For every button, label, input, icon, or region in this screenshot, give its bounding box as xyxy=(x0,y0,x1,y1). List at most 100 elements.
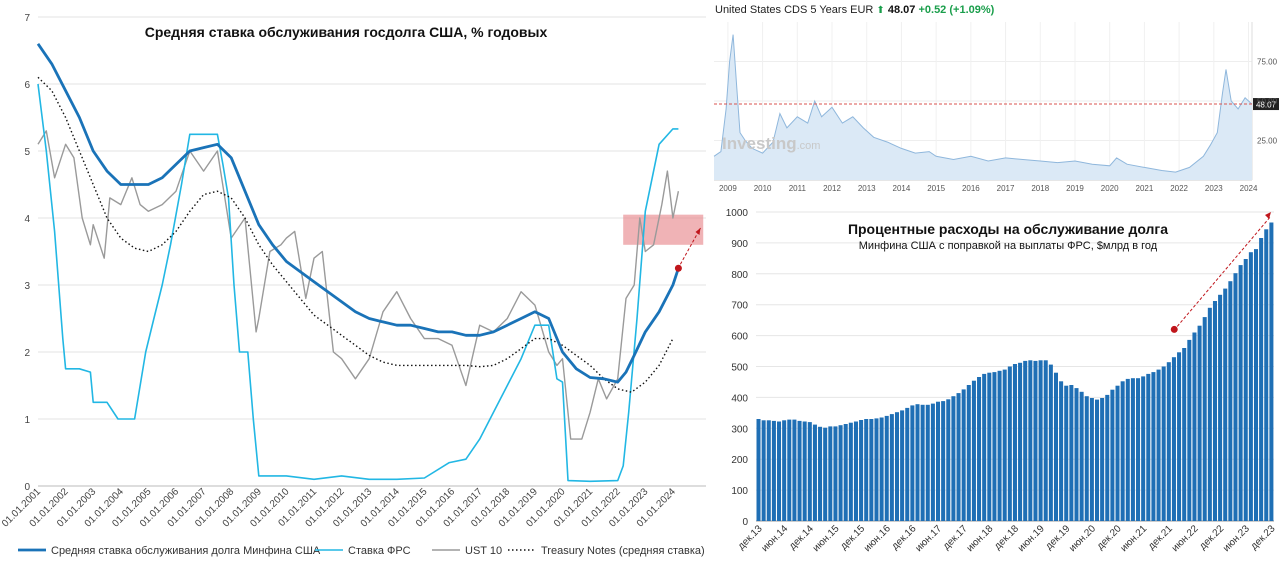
expense-bar xyxy=(1059,381,1064,521)
expense-bar xyxy=(961,389,966,521)
investing-watermark: Investing.com xyxy=(722,134,820,153)
expense-bar xyxy=(1177,352,1182,521)
expense-bar xyxy=(1197,325,1202,521)
expense-bar xyxy=(905,407,910,521)
expense-bar xyxy=(977,377,982,521)
bar-y-tick-label: 600 xyxy=(731,332,748,343)
expense-bar xyxy=(1212,301,1217,521)
expense-bar xyxy=(1084,396,1089,521)
cds-x-tick-label: 2012 xyxy=(823,184,841,193)
expense-bar xyxy=(823,427,828,521)
treasury-notes-series xyxy=(37,76,674,393)
bar-y-tick-label: 200 xyxy=(731,455,748,466)
bar-x-tick-label: дек.23 xyxy=(1249,523,1278,552)
y-tick-label: 0 xyxy=(24,482,30,493)
bar-y-tick-label: 400 xyxy=(731,393,748,404)
expense-bar xyxy=(889,414,894,521)
cds-chart-panel: 48.07 75.00 50.00 25.00 2009 2010 2011 2012 20… xyxy=(712,0,1280,198)
trend-arrowhead xyxy=(695,228,701,236)
expense-bar xyxy=(920,404,925,521)
expense-bar xyxy=(1105,394,1110,521)
expense-bar xyxy=(1207,307,1212,521)
expense-trend-arrowhead xyxy=(1265,212,1271,219)
expense-bar xyxy=(843,424,848,521)
legend-label: UST 10 xyxy=(465,545,502,557)
avg-rate-legend: Средняя ставка обслуживания долга Минфин… xyxy=(18,545,705,557)
expense-bar xyxy=(766,420,771,521)
expense-bar xyxy=(848,422,853,521)
expense-bar xyxy=(1182,348,1187,521)
cds-x-tick-label: 2014 xyxy=(893,184,911,193)
y-tick-label: 1 xyxy=(24,415,30,426)
expense-bar xyxy=(756,419,761,521)
expense-bar xyxy=(936,401,941,521)
expense-bar xyxy=(833,426,838,521)
expense-bar xyxy=(807,422,812,521)
expense-bar xyxy=(971,380,976,521)
bar-y-tick-label: 1000 xyxy=(726,208,749,219)
expense-bar xyxy=(1012,364,1017,521)
expense-bar xyxy=(987,372,992,521)
expense-bar xyxy=(1156,369,1161,521)
bar-x-tick-label: июн.19 xyxy=(1016,523,1047,554)
expense-bar xyxy=(930,403,935,521)
bar-x-tick-label: июн.23 xyxy=(1221,523,1252,554)
expense-bar xyxy=(874,418,879,521)
cds-y-tick-label: 75.00 xyxy=(1257,58,1278,67)
avg-rate-series xyxy=(36,43,680,384)
expense-bar xyxy=(1192,332,1197,521)
expense-bar xyxy=(1043,360,1048,521)
expense-bar xyxy=(864,419,869,521)
expense-bar xyxy=(1171,357,1176,521)
expense-bar xyxy=(1048,364,1053,521)
expense-marker-point xyxy=(1170,325,1178,333)
cds-series-line xyxy=(713,34,1253,173)
expense-bar xyxy=(1223,288,1228,521)
cds-x-tick-label: 2016 xyxy=(962,184,980,193)
expense-bar xyxy=(771,420,776,521)
cds-area-fill xyxy=(714,34,1252,180)
cds-x-tick-label: 2021 xyxy=(1136,184,1154,193)
expense-bar xyxy=(1007,366,1012,521)
bar-x-tick-label: июн.21 xyxy=(1119,523,1150,554)
expense-bar xyxy=(859,420,864,521)
expense-bar xyxy=(1100,398,1105,521)
bar-x-tick-label: июн.17 xyxy=(913,523,944,554)
expense-bar xyxy=(1187,339,1192,521)
expense-bar xyxy=(1238,265,1243,521)
bar-x-tick-label: июн.14 xyxy=(760,523,791,554)
expense-bar xyxy=(802,421,807,521)
expense-bar xyxy=(1069,385,1074,521)
cds-y-tick-label: 50.00 xyxy=(1257,97,1278,106)
expense-bar xyxy=(1002,369,1007,521)
expense-bar xyxy=(1130,378,1135,521)
expense-bar xyxy=(853,421,858,521)
bar-y-tick-label: 900 xyxy=(731,239,748,250)
avg-rate-last-point-marker xyxy=(674,264,682,272)
expense-bar xyxy=(869,419,874,521)
expense-bar xyxy=(946,399,951,521)
expense-bar xyxy=(1228,281,1233,521)
legend-item-fed-rate: Ставка ФРС xyxy=(315,545,411,557)
expense-bar xyxy=(1125,378,1130,521)
expense-bar xyxy=(1243,259,1248,521)
legend-label: Средняя ставка обслуживания долга Минфин… xyxy=(51,545,321,557)
expense-bar xyxy=(900,410,905,521)
cds-x-tick-label: 2018 xyxy=(1031,184,1049,193)
y-tick-label: 5 xyxy=(24,147,30,158)
expense-bar xyxy=(915,404,920,521)
cds-y-tick-label: 25.00 xyxy=(1257,137,1278,146)
expense-bar xyxy=(1233,273,1238,521)
bar-x-tick-label: июн.15 xyxy=(811,523,842,554)
bar-y-tick-label: 700 xyxy=(731,301,748,312)
cds-x-tick-label: 2011 xyxy=(789,184,807,193)
expense-bar xyxy=(1023,360,1028,521)
cds-x-tick-label: 2024 xyxy=(1240,184,1258,193)
expense-bar xyxy=(1259,238,1264,521)
cds-x-tick-label: 2013 xyxy=(858,184,876,193)
expense-bar xyxy=(1218,294,1223,521)
expense-bar xyxy=(1253,249,1259,521)
legend-label: Ставка ФРС xyxy=(348,545,411,557)
y-tick-label: 2 xyxy=(24,348,30,359)
